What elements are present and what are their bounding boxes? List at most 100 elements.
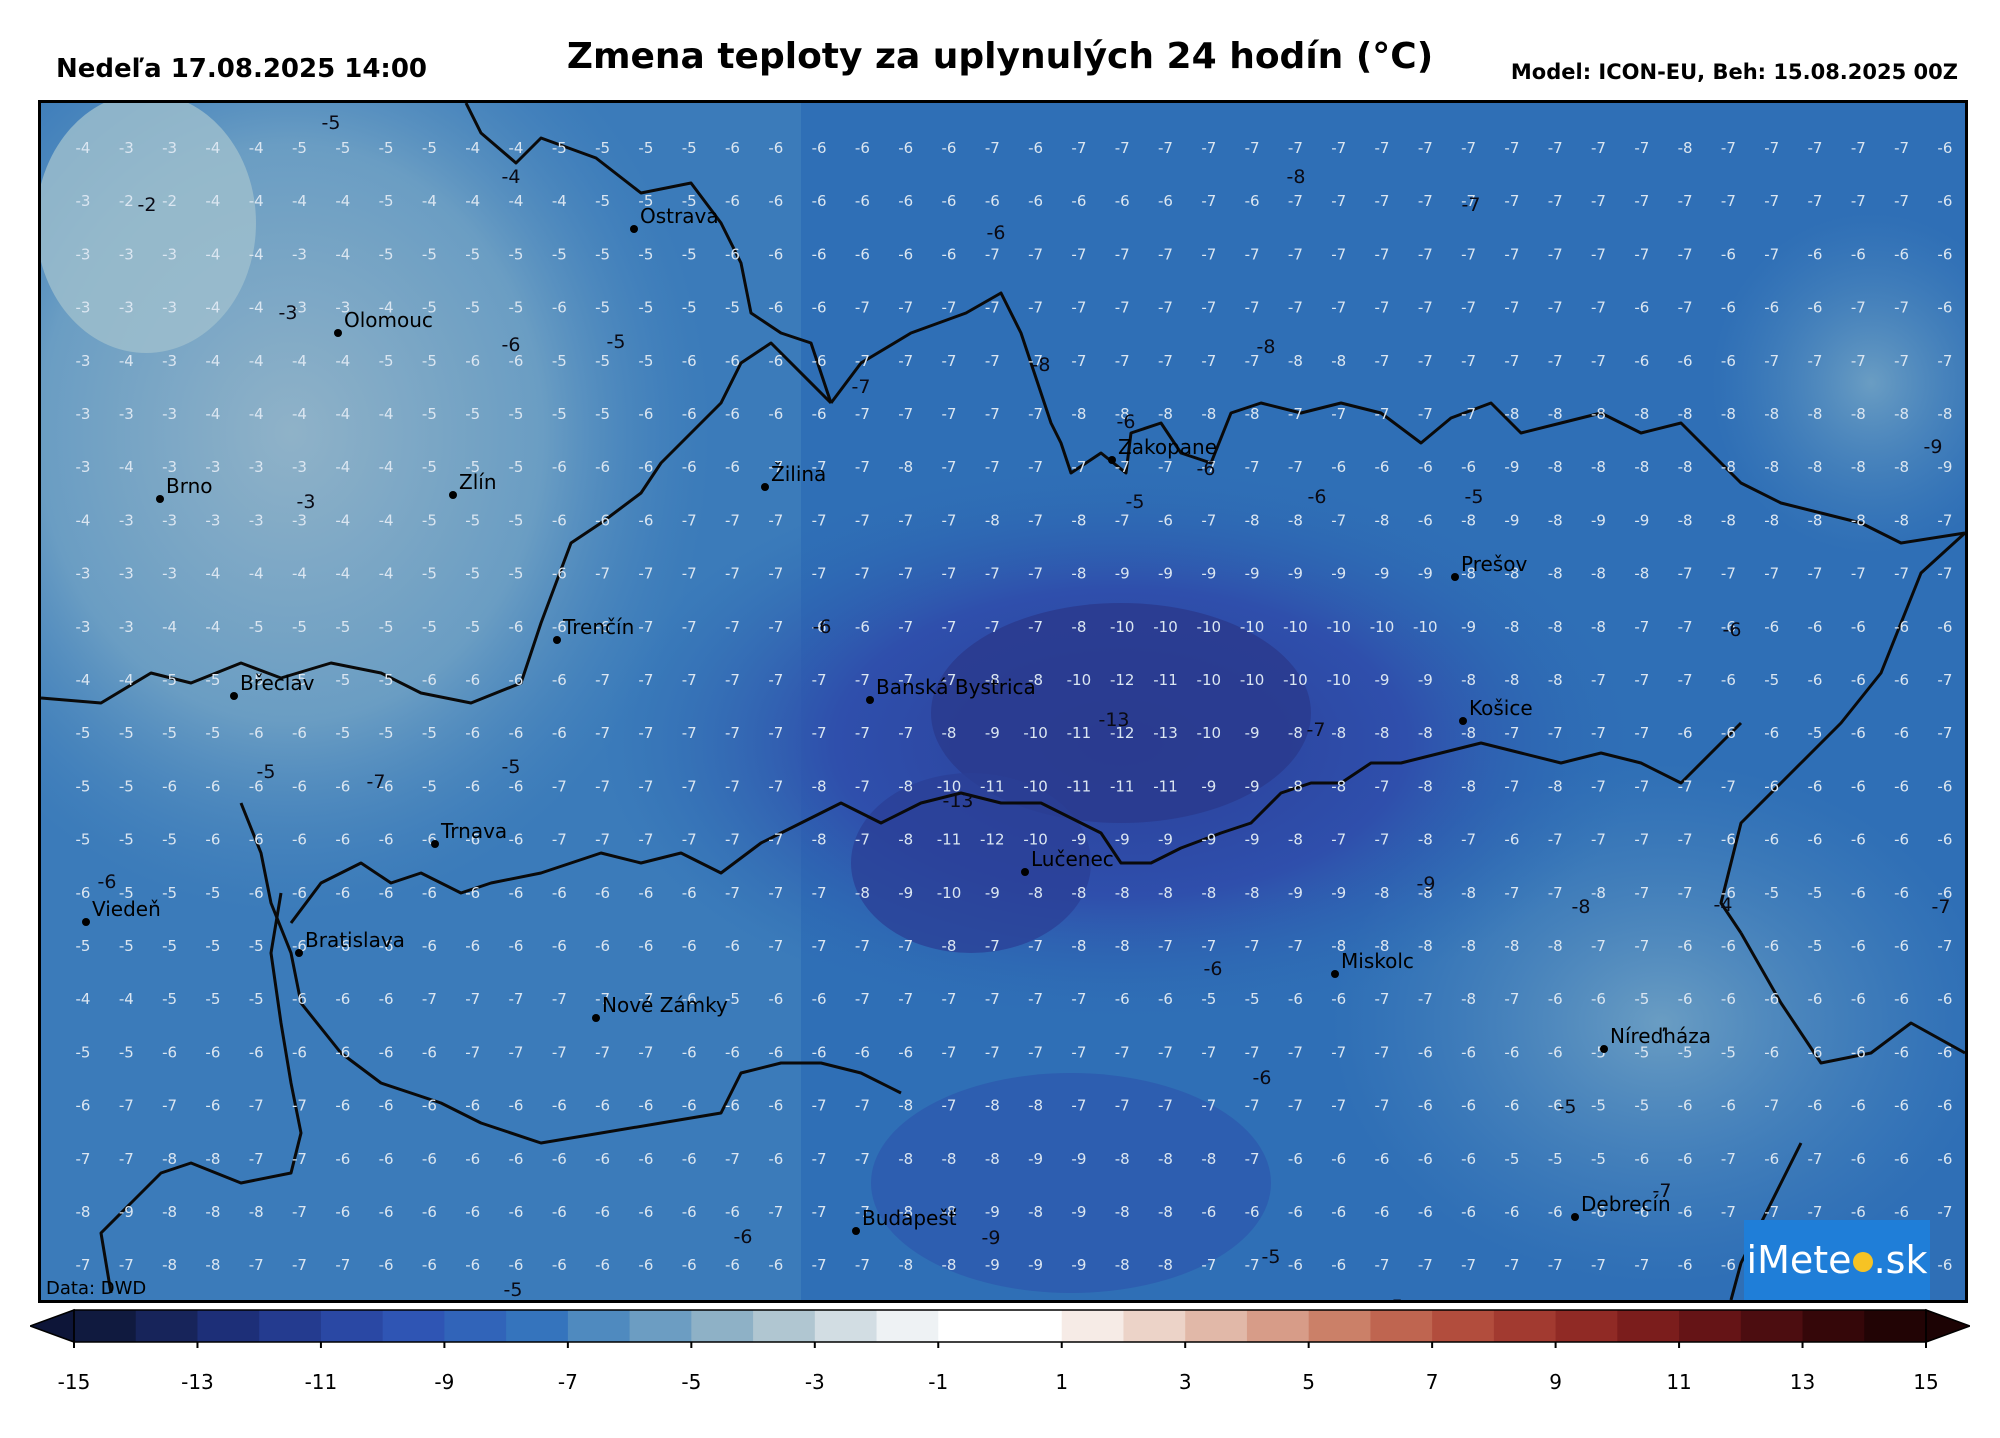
grid-value: -6: [898, 1043, 913, 1061]
grid-value: -5: [552, 245, 567, 263]
grid-value: -6: [465, 1203, 480, 1221]
grid-value: -8: [1115, 1203, 1130, 1221]
grid-value: -10: [1197, 618, 1222, 636]
grid-value: -8: [985, 511, 1000, 529]
grid-value: -7: [1418, 139, 1433, 157]
grid-value: -7: [1201, 352, 1216, 370]
cold-core-center: [931, 603, 1311, 823]
grid-value: -4: [205, 299, 220, 317]
grid-value: -9: [1201, 831, 1216, 849]
grid-value: -8: [1548, 777, 1563, 795]
grid-value: -8: [205, 1150, 220, 1168]
imeteo-logo[interactable]: iMete .sk: [1744, 1220, 1930, 1300]
grid-value: -5: [1634, 990, 1649, 1008]
grid-value: -8: [898, 1097, 913, 1115]
grid-value: -6: [1028, 192, 1043, 210]
contour-label: -5: [1465, 486, 1484, 508]
grid-value: -4: [292, 405, 307, 423]
city-dot: [592, 1014, 600, 1022]
grid-value: -7: [1678, 777, 1693, 795]
grid-value: -6: [1764, 618, 1779, 636]
contour-label: -6: [1204, 958, 1223, 980]
grid-value: -7: [1028, 990, 1043, 1008]
grid-value: -5: [595, 245, 610, 263]
grid-value: -8: [1461, 724, 1476, 742]
grid-value: -7: [1375, 245, 1390, 263]
grid-value: -6: [1894, 937, 1909, 955]
grid-value: -7: [725, 671, 740, 689]
grid-value: -7: [1245, 299, 1260, 317]
grid-value: -7: [898, 352, 913, 370]
grid-value: -8: [1461, 884, 1476, 902]
city-label: Zakopane: [1118, 435, 1217, 459]
grid-value: -7: [1288, 299, 1303, 317]
grid-value: -8: [1115, 1256, 1130, 1274]
grid-value: -7: [1158, 937, 1173, 955]
temperature-change-map[interactable]: -4 -3 -3 -4 -4 -5 -5 -5 -5 -4 -4 -5 -5 -5 -5 -6 -6 -6 -6 -6…: [41, 103, 1965, 1300]
grid-value: -6: [422, 671, 437, 689]
grid-value: -5: [595, 405, 610, 423]
map-panel[interactable]: -4 -3 -3 -4 -4 -5 -5 -5 -5 -4 -4 -5 -5 -5 -5 -6 -6 -6 -6 -6…: [38, 100, 1968, 1303]
grid-value: -3: [162, 139, 177, 157]
grid-value: -7: [1028, 245, 1043, 263]
grid-value: -10: [1413, 618, 1438, 636]
grid-value: -6: [725, 245, 740, 263]
city-dot: [1459, 717, 1467, 725]
grid-value: -6: [595, 1097, 610, 1115]
grid-value: -7: [812, 1203, 827, 1221]
grid-value: -6: [725, 458, 740, 476]
grid-value: -7: [1245, 139, 1260, 157]
grid-value: -8: [985, 1150, 1000, 1168]
grid-value: -6: [768, 405, 783, 423]
grid-value: -7: [898, 405, 913, 423]
grid-value: -7: [942, 671, 957, 689]
grid-value: -6: [1418, 1203, 1433, 1221]
grid-value: -6: [335, 884, 350, 902]
grid-value: -5: [379, 724, 394, 742]
city-label: Trenčín: [562, 615, 634, 639]
grid-value: -3: [76, 245, 91, 263]
grid-value: -5: [1634, 1043, 1649, 1061]
grid-value: -10: [1283, 671, 1308, 689]
grid-value: -6: [1418, 458, 1433, 476]
grid-value: -7: [682, 618, 697, 636]
grid-value: -6: [1721, 831, 1736, 849]
grid-value: -9: [1937, 458, 1952, 476]
grid-value: -6: [725, 1097, 740, 1115]
grid-value: -6: [638, 1097, 653, 1115]
contour-label: -5: [257, 761, 276, 783]
colorbar-tick-label: 13: [1789, 1370, 1816, 1394]
grid-value: -8: [1375, 724, 1390, 742]
grid-value: -7: [292, 1203, 307, 1221]
grid-value: -6: [379, 937, 394, 955]
grid-value: -7: [1634, 884, 1649, 902]
grid-value: -5: [205, 724, 220, 742]
grid-value: -10: [1023, 831, 1048, 849]
grid-value: -7: [855, 724, 870, 742]
grid-value: -6: [1894, 777, 1909, 795]
grid-value: -7: [1591, 139, 1606, 157]
grid-value: -7: [1764, 1097, 1779, 1115]
grid-value: -7: [812, 1256, 827, 1274]
grid-value: -6: [422, 1256, 437, 1274]
grid-value: -7: [119, 1256, 134, 1274]
grid-value: -4: [205, 565, 220, 583]
grid-value: -6: [249, 724, 264, 742]
grid-value: -8: [1678, 511, 1693, 529]
grid-value: -8: [1634, 458, 1649, 476]
grid-value: -8: [1851, 405, 1866, 423]
grid-value: -7: [1375, 990, 1390, 1008]
grid-value: -7: [1375, 831, 1390, 849]
grid-value: -6: [725, 937, 740, 955]
grid-value: -8: [1288, 831, 1303, 849]
grid-value: -5: [422, 511, 437, 529]
grid-value: -4: [379, 565, 394, 583]
grid-value: -7: [1808, 139, 1823, 157]
grid-value: -5: [1201, 990, 1216, 1008]
grid-value: -7: [1504, 990, 1519, 1008]
grid-value: -5: [379, 245, 394, 263]
grid-value: -7: [1288, 1097, 1303, 1115]
city-dot: [866, 696, 874, 704]
grid-value: -6: [812, 990, 827, 1008]
grid-value: -8: [1504, 671, 1519, 689]
